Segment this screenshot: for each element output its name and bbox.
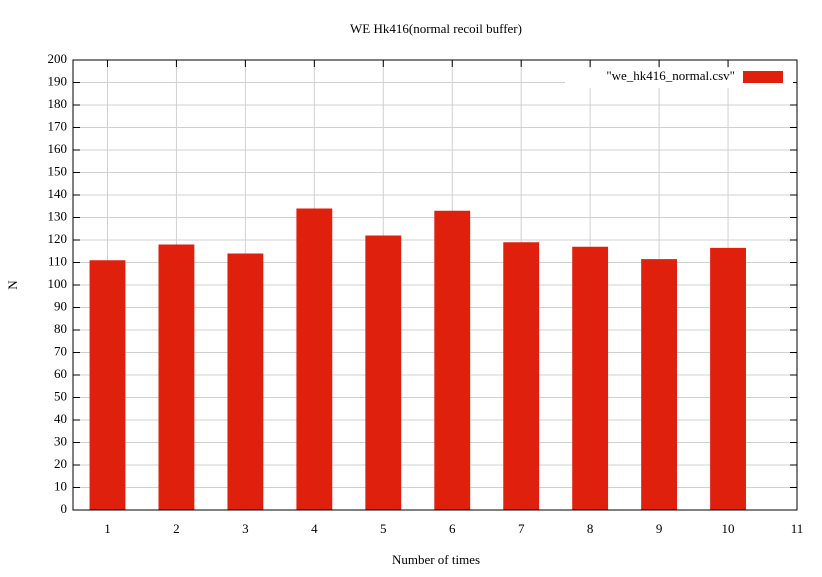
- x-axis-label: Number of times: [392, 552, 480, 567]
- y-tick-label: 130: [48, 208, 68, 223]
- y-tick-label: 50: [54, 388, 67, 403]
- bar: [227, 253, 264, 510]
- y-tick-label: 90: [54, 298, 67, 313]
- y-tick-label: 170: [48, 118, 68, 133]
- x-tick-label: 8: [587, 521, 594, 536]
- y-tick-label: 10: [54, 478, 67, 493]
- bar: [158, 244, 195, 510]
- x-tick-label: 6: [449, 521, 456, 536]
- y-tick-label: 180: [48, 96, 68, 111]
- bar: [503, 242, 540, 510]
- plot-frame: [72, 59, 798, 511]
- y-axis-label: N: [5, 280, 20, 290]
- bar: [572, 246, 609, 510]
- y-tick-label: 30: [54, 433, 67, 448]
- y-tick-label: 100: [48, 276, 68, 291]
- bar: [365, 235, 402, 510]
- x-tick-label: 3: [242, 521, 249, 536]
- y-tick-label: 200: [48, 51, 68, 66]
- bar: [434, 210, 471, 510]
- y-tick-label: 120: [48, 231, 68, 246]
- x-tick-label: 7: [518, 521, 525, 536]
- x-tick-label: 11: [791, 521, 804, 536]
- legend-swatch: [743, 71, 783, 83]
- bar: [641, 259, 678, 510]
- y-tick-label: 80: [54, 321, 67, 336]
- y-tick-label: 160: [48, 141, 68, 156]
- y-tick-label: 190: [48, 73, 68, 88]
- y-tick-label: 140: [48, 186, 68, 201]
- y-tick-label: 20: [54, 456, 67, 471]
- y-tick-label: 70: [54, 343, 67, 358]
- bar: [296, 208, 333, 510]
- y-tick-label: 40: [54, 411, 67, 426]
- y-tick-label: 110: [48, 253, 67, 268]
- chart-title: WE Hk416(normal recoil buffer): [350, 21, 522, 36]
- legend-box: [565, 68, 793, 88]
- y-tick-label: 60: [54, 366, 67, 381]
- y-tick-label: 150: [48, 163, 68, 178]
- bar: [710, 247, 746, 510]
- x-tick-label: 2: [173, 521, 180, 536]
- x-tick-label: 4: [311, 521, 318, 536]
- bar: [89, 260, 126, 510]
- x-tick-label: 10: [722, 521, 735, 536]
- legend-label: "we_hk416_normal.csv": [606, 68, 735, 83]
- x-tick-label: 5: [380, 521, 387, 536]
- x-tick-label: 1: [104, 521, 111, 536]
- y-tick-label: 0: [61, 501, 68, 516]
- x-tick-label: 9: [656, 521, 663, 536]
